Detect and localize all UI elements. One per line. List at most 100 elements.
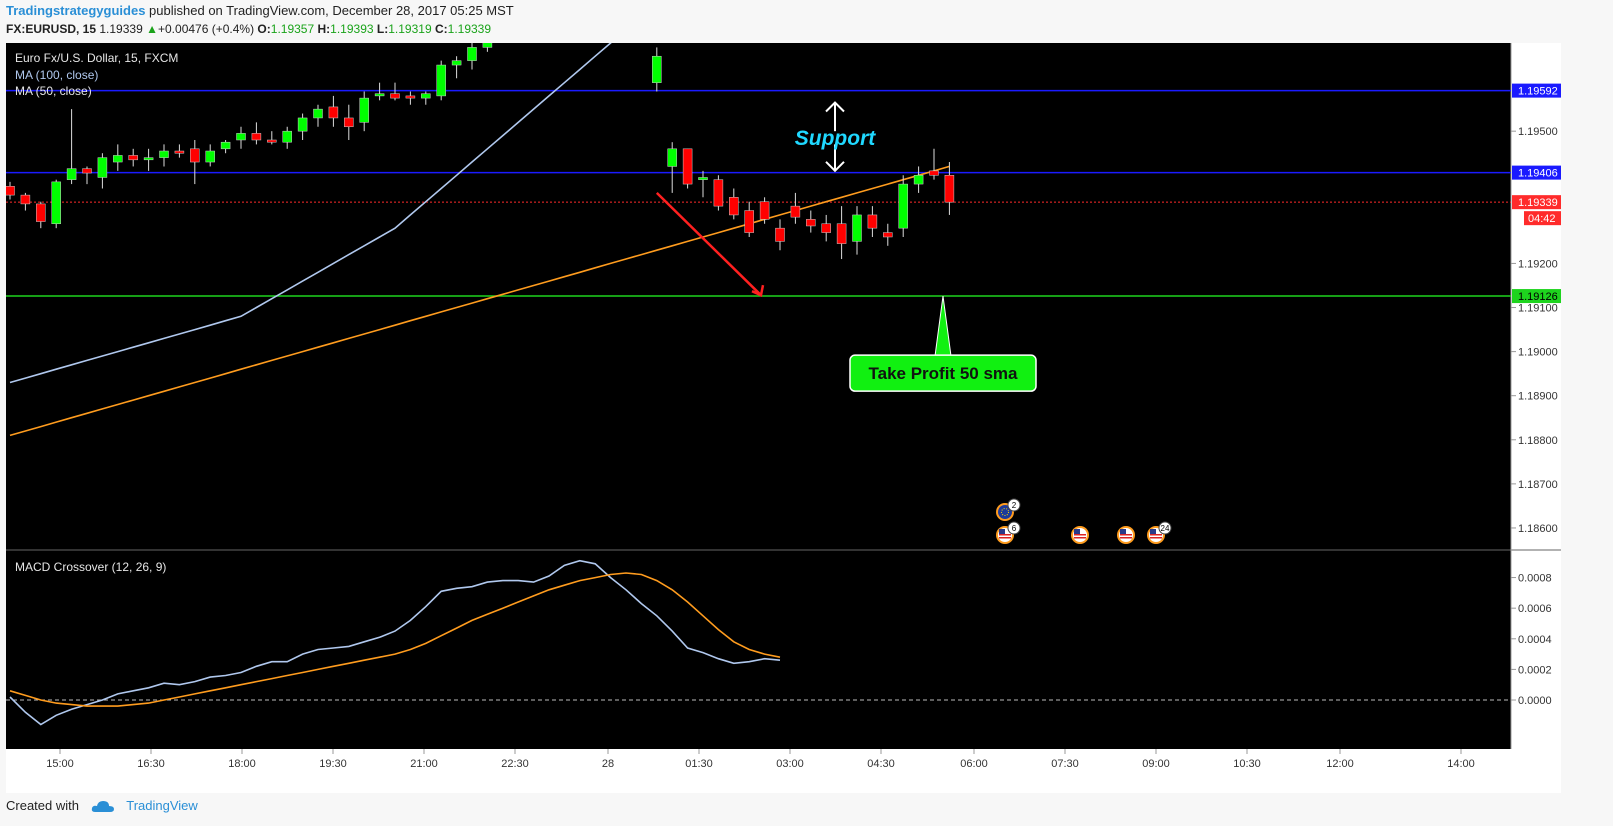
bearish-candle[interactable] bbox=[729, 197, 739, 216]
bullish-candle[interactable] bbox=[467, 47, 477, 61]
bullish-candle[interactable] bbox=[97, 157, 108, 178]
bullish-candle[interactable] bbox=[698, 177, 708, 180]
high-label: H: bbox=[317, 22, 331, 36]
change-value: +0.00476 (+0.4%) bbox=[158, 22, 255, 36]
bearish-candle[interactable] bbox=[759, 201, 770, 220]
price-tick-label: 1.19000 bbox=[1518, 347, 1558, 359]
bullish-candle[interactable] bbox=[236, 133, 246, 141]
flag-stripe bbox=[1074, 534, 1086, 536]
bearish-candle[interactable] bbox=[36, 203, 46, 222]
bearish-candle[interactable] bbox=[390, 93, 400, 99]
macd-legend[interactable]: MACD Crossover (12, 26, 9) bbox=[15, 560, 166, 574]
bearish-candle[interactable] bbox=[405, 95, 416, 99]
bearish-candle[interactable] bbox=[174, 150, 185, 154]
chart-background bbox=[6, 43, 1511, 749]
macd-tick-label: 0.0000 bbox=[1518, 695, 1552, 707]
price-tick-label: 1.18900 bbox=[1518, 391, 1558, 403]
published-text: published on TradingView.com, December 2… bbox=[149, 3, 514, 18]
macd-tick-label: 0.0006 bbox=[1518, 603, 1552, 615]
flag-canton bbox=[1074, 529, 1080, 534]
tradingview-cloud-icon bbox=[91, 800, 114, 812]
eu-flag-icon[interactable] bbox=[998, 505, 1012, 519]
bearish-candle[interactable] bbox=[883, 232, 893, 238]
bullish-candle[interactable] bbox=[913, 175, 924, 185]
bullish-candle[interactable] bbox=[898, 183, 908, 229]
bearish-candle[interactable] bbox=[128, 155, 138, 161]
bullish-candle[interactable] bbox=[852, 214, 862, 242]
bearish-candle[interactable] bbox=[867, 214, 878, 229]
bearish-candle[interactable] bbox=[821, 223, 831, 233]
macd-tick-label: 0.0008 bbox=[1518, 573, 1552, 585]
bullish-candle[interactable] bbox=[374, 93, 385, 97]
bearish-candle[interactable] bbox=[713, 179, 724, 207]
bullish-candle[interactable] bbox=[220, 141, 231, 150]
symbol-ohlc-bar: FX:EURUSD, 15 1.19339 ▲+0.00476 (+0.4%) … bbox=[6, 22, 491, 36]
ma50-legend[interactable]: MA (50, close) bbox=[15, 84, 92, 98]
support-label: Support bbox=[795, 127, 876, 150]
bullish-candle[interactable] bbox=[51, 181, 61, 225]
bullish-candle[interactable] bbox=[667, 148, 677, 167]
tradingview-link[interactable]: TradingView bbox=[126, 798, 198, 813]
close-value: 1.19339 bbox=[447, 22, 492, 36]
flag-stripe bbox=[1150, 534, 1162, 536]
bullish-candle[interactable] bbox=[652, 55, 662, 83]
bullish-candle[interactable] bbox=[205, 150, 215, 163]
bullish-candle[interactable] bbox=[451, 60, 462, 66]
open-value: 1.19357 bbox=[270, 22, 315, 36]
bearish-candle[interactable] bbox=[267, 139, 277, 143]
bearish-candle[interactable] bbox=[744, 210, 754, 233]
bearish-candle[interactable] bbox=[790, 205, 801, 218]
arrow-up-icon bbox=[825, 101, 845, 113]
bearish-candle[interactable] bbox=[929, 170, 939, 176]
time-tick-label: 03:00 bbox=[776, 758, 804, 770]
ma100-legend[interactable]: MA (100, close) bbox=[15, 68, 98, 82]
bullish-candle[interactable] bbox=[421, 93, 431, 99]
bearish-candle[interactable] bbox=[836, 223, 847, 244]
bearish-candle[interactable] bbox=[344, 117, 354, 128]
macd-signal-line[interactable] bbox=[9, 572, 781, 707]
time-tick-label: 04:30 bbox=[867, 758, 895, 770]
price-tick-label: 1.18700 bbox=[1518, 479, 1558, 491]
time-axis-panel bbox=[6, 749, 1561, 793]
macd-line[interactable] bbox=[9, 559, 781, 726]
bullish-candle[interactable] bbox=[113, 155, 123, 163]
bullish-candle[interactable] bbox=[482, 43, 493, 48]
bullish-candle[interactable] bbox=[282, 130, 292, 143]
bullish-candle[interactable] bbox=[66, 168, 77, 180]
instrument-legend: Euro Fx/U.S. Dollar, 15, FXCM bbox=[15, 51, 178, 65]
price-chart[interactable]: Support Take Profit 50 sma 1.19500 1.19200… bbox=[6, 43, 1561, 793]
bearish-candle[interactable] bbox=[82, 168, 92, 174]
time-tick-label: 06:00 bbox=[960, 758, 988, 770]
bearish-candle[interactable] bbox=[944, 175, 955, 203]
bearish-candle[interactable] bbox=[328, 106, 339, 119]
bearish-candle[interactable] bbox=[682, 148, 693, 185]
publish-info: Tradingstrategyguides published on Tradi… bbox=[6, 3, 514, 18]
bullish-candle[interactable] bbox=[359, 97, 369, 123]
time-tick-label: 16:30 bbox=[137, 758, 165, 770]
bullish-candle[interactable] bbox=[159, 150, 169, 158]
bearish-candle[interactable] bbox=[190, 148, 200, 163]
close-label: C: bbox=[434, 22, 448, 36]
bearish-candle[interactable] bbox=[806, 219, 816, 227]
bearish-candle[interactable] bbox=[20, 194, 31, 205]
price-label-box bbox=[1512, 289, 1561, 304]
ma-100-line[interactable] bbox=[9, 43, 949, 384]
bearish-candle[interactable] bbox=[251, 133, 262, 141]
bullish-candle[interactable] bbox=[297, 117, 308, 132]
author-link[interactable]: Tradingstrategyguides bbox=[6, 3, 146, 18]
take-profit-box[interactable] bbox=[849, 354, 1037, 392]
bullish-candle[interactable] bbox=[436, 64, 446, 97]
time-tick-label: 01:30 bbox=[685, 758, 713, 770]
flag-canton bbox=[1120, 529, 1126, 534]
bullish-candle[interactable] bbox=[313, 108, 323, 119]
time-tick-label: 28 bbox=[602, 758, 614, 770]
bullish-candle[interactable] bbox=[143, 157, 154, 161]
price-label-text: 1.19339 bbox=[1518, 197, 1558, 209]
last-price: 1.19339 bbox=[99, 22, 143, 36]
bearish-candle[interactable] bbox=[6, 186, 15, 196]
price-label-text: 1.19592 bbox=[1518, 86, 1558, 98]
event-count-text: 24 bbox=[1161, 524, 1170, 533]
price-label-text: 1.19406 bbox=[1518, 168, 1558, 180]
flag-canton bbox=[1150, 529, 1156, 534]
bearish-candle[interactable] bbox=[775, 227, 785, 242]
